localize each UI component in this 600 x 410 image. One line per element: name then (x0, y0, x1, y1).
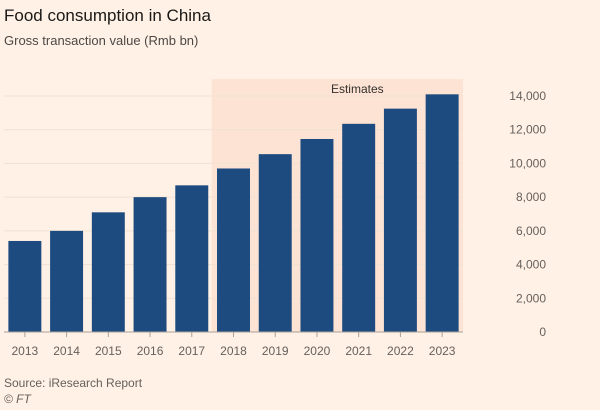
y-tick-label: 2,000 (516, 291, 546, 305)
bar-2018 (217, 168, 250, 332)
bar-2016 (133, 197, 167, 332)
bar-2019 (258, 154, 292, 332)
estimates-shade (211, 79, 463, 333)
x-tick-label: 2019 (262, 344, 289, 358)
y-tick-label: 10,000 (509, 156, 546, 170)
x-tick-label: 2022 (387, 344, 414, 358)
source-note: Source: iResearch Report (4, 376, 143, 390)
x-tick-label: 2021 (345, 344, 372, 358)
bar-2013 (8, 240, 42, 332)
ft-credit: © FT (4, 392, 31, 406)
bar-2021 (342, 123, 376, 332)
x-tick-label: 2023 (429, 344, 456, 358)
x-tick-label: 2013 (12, 344, 39, 358)
bar-2020 (300, 138, 334, 332)
x-tick-label: 2017 (178, 344, 205, 358)
y-tick-label: 4,000 (516, 258, 546, 272)
bar-2015 (91, 212, 125, 332)
bar-2017 (175, 185, 209, 332)
bar-2014 (50, 230, 84, 332)
y-tick-label: 8,000 (516, 190, 546, 204)
bar-chart: Estimates 0 2,000 4,000 6,000 8,000 10,000 12,0… (4, 79, 546, 358)
estimates-label: Estimates (331, 82, 384, 96)
y-tick-label: 14,000 (509, 89, 546, 103)
y-tick-label: 6,000 (516, 224, 546, 238)
bar-2023 (425, 94, 459, 332)
x-tick-label: 2020 (304, 344, 331, 358)
x-tick-label: 2014 (53, 344, 80, 358)
chart-title: Food consumption in China (4, 6, 211, 25)
y-tick-label: 12,000 (509, 123, 546, 137)
x-tick-label: 2016 (137, 344, 164, 358)
x-tick-label: 2018 (220, 344, 247, 358)
x-tick-label: 2015 (95, 344, 122, 358)
y-tick-label: 0 (539, 325, 546, 339)
bar-2022 (383, 108, 417, 333)
chart-subtitle: Gross transaction value (Rmb bn) (4, 33, 199, 48)
